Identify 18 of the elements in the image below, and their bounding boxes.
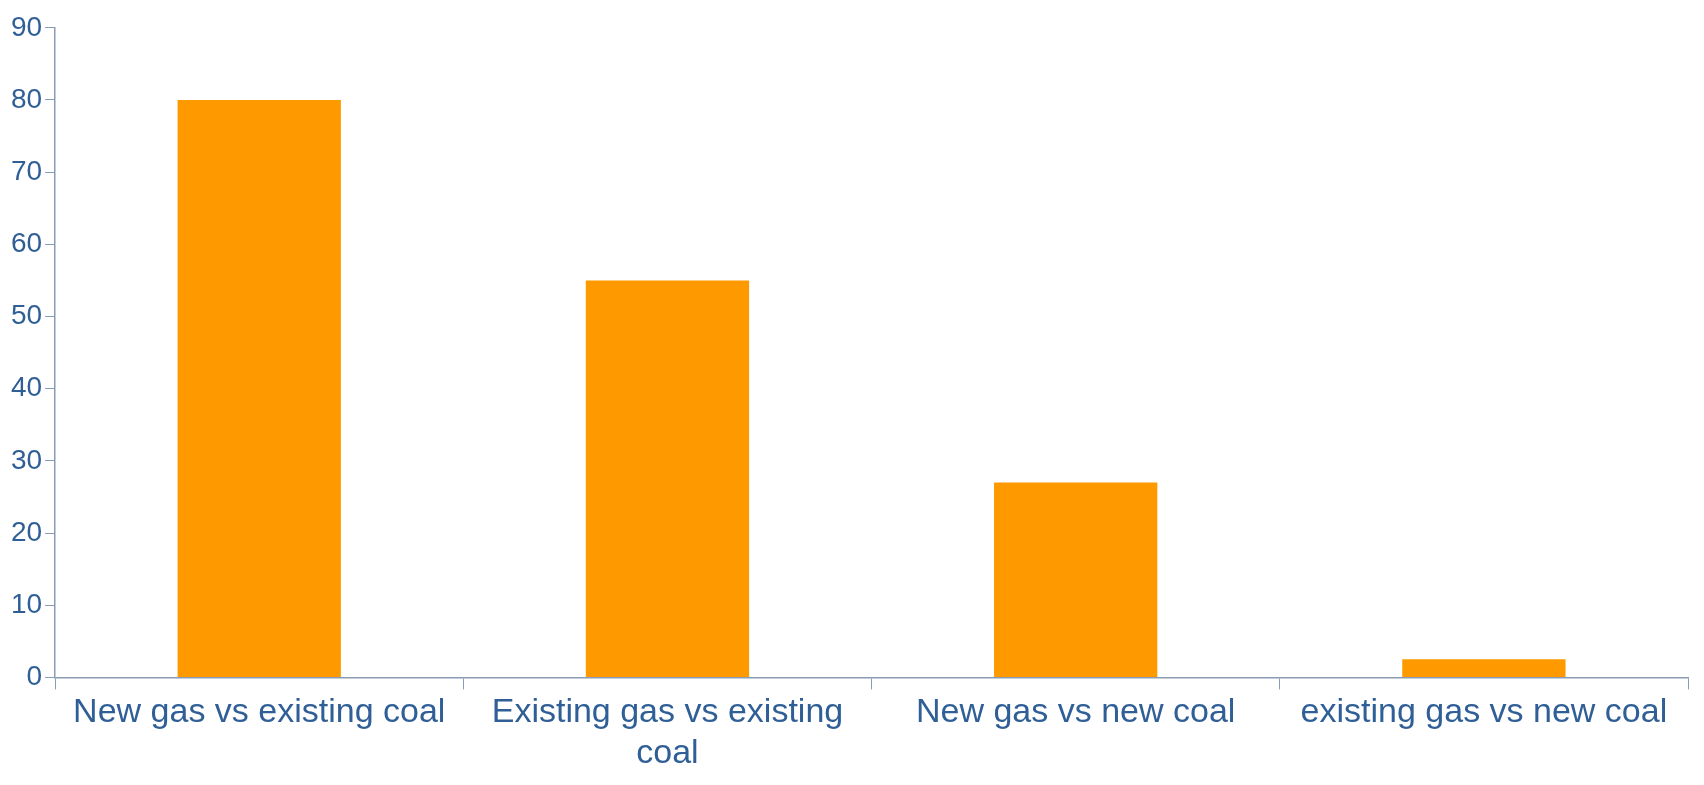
x-tick-label: existing gas vs new coal [1300,691,1668,730]
y-tick-label: 30 [10,443,43,475]
y-tick-label: 0 [26,660,43,692]
y-tick-label: 60 [10,227,43,259]
y-tick-label: 20 [10,515,43,547]
x-tick-label: Existing gas vs existing coal [491,691,844,770]
bar [1402,659,1566,677]
y-tick-label: 50 [10,299,43,331]
y-tick-label: 80 [10,82,43,114]
y-tick-label: 10 [10,587,43,619]
bar [585,280,750,677]
x-tick-label: New gas vs existing coal [73,691,446,730]
y-tick-label: 90 [10,10,43,42]
bar [177,99,341,677]
bar [994,482,1158,677]
x-tick-label: New gas vs new coal [915,691,1236,730]
y-tick-label: 70 [10,154,43,186]
y-tick-label: 40 [10,371,43,403]
